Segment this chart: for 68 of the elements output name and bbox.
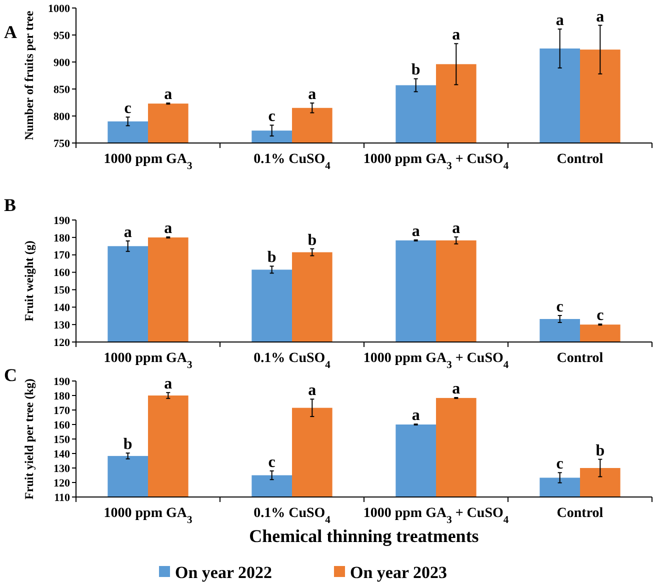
annotation: b — [411, 62, 420, 79]
annotation: a — [596, 8, 604, 26]
x-tick-label: 1000 ppm GA$_{3}$ + CuSO$_{4}$ — [363, 152, 510, 172]
annotation: c — [268, 454, 276, 471]
y-axis-title: Fruit yield per tree (kg) — [22, 378, 36, 500]
text: A — [4, 22, 17, 42]
annotation: a — [452, 220, 460, 237]
y-tick-label: 180 — [54, 390, 70, 402]
legend-label: On year 2023 — [350, 562, 447, 582]
annotation: b — [308, 232, 317, 249]
x-tick-label: 1000 ppm GA$_{3}$ — [104, 152, 192, 172]
annotation: c — [268, 108, 276, 126]
y-tick-label: 160 — [54, 419, 70, 432]
y-tick-label: 120 — [54, 477, 70, 490]
y-tick-label: 180 — [54, 232, 70, 244]
legend-label: On year 2022 — [175, 562, 272, 582]
annotation: b — [596, 442, 605, 460]
x-tick-label: 1000 ppm GA$_{3}$ — [104, 506, 192, 526]
y-tick-label: 150 — [54, 284, 70, 297]
y-tick-label: 850 — [54, 84, 70, 96]
x-tick-label: 0.1% CuSO$_{4}$ — [254, 152, 332, 172]
y-tick-label: 750 — [54, 138, 70, 150]
annotation: c — [596, 307, 604, 324]
y-tick-label: 150 — [54, 434, 70, 446]
y-tick-label: 190 — [54, 214, 70, 227]
annotation: c — [556, 298, 564, 316]
y-tick-label: 130 — [54, 319, 70, 332]
y-tick-label: 190 — [54, 376, 70, 388]
x-tick-label: 0.1% CuSO$_{4}$ — [254, 506, 332, 526]
x-tick-label: Control — [556, 506, 604, 521]
annotation: a — [308, 86, 316, 104]
x-tick-label: 1000 ppm GA$_{3}$ + CuSO$_{4}$ — [363, 506, 510, 526]
annotation: b — [267, 249, 276, 266]
y-tick-label: 130 — [54, 462, 70, 475]
annotation: a — [412, 222, 420, 240]
chart-title: B — [4, 195, 16, 215]
y-axis-title: Number of fruits per tree — [22, 10, 36, 140]
annotation: a — [124, 224, 132, 241]
annotation: a — [556, 12, 564, 30]
y-tick-label: 900 — [54, 56, 70, 69]
annotation: a — [164, 220, 172, 237]
annotation: a — [412, 407, 420, 424]
y-tick-label: 120 — [54, 336, 70, 349]
annotation: a — [164, 376, 172, 393]
y-tick-label: 110 — [54, 492, 70, 504]
chart-title: C — [4, 365, 17, 385]
y-tick-label: 170 — [54, 250, 70, 262]
x-tick-label: 0.1% CuSO$_{4}$ — [254, 351, 332, 370]
annotation: c — [124, 100, 132, 118]
annotation: b — [123, 436, 132, 454]
annotation: a — [308, 382, 316, 400]
annotation: a — [452, 26, 460, 44]
annotation: a — [452, 380, 460, 398]
x-tick-label: 1000 ppm GA$_{3}$ — [104, 351, 192, 370]
y-tick-label: 140 — [54, 448, 70, 460]
y-tick-label: 160 — [54, 267, 70, 280]
y-tick-label: 140 — [54, 302, 70, 314]
y-tick-label: 170 — [54, 404, 70, 417]
y-tick-label: 950 — [54, 30, 70, 42]
y-tick-label: 800 — [54, 110, 70, 123]
y-tick-label: 1000 — [48, 2, 70, 15]
annotation: a — [164, 86, 172, 104]
annotation: c — [556, 456, 564, 473]
x-tick-label: Control — [556, 351, 604, 366]
x-tick-label: 1000 ppm GA$_{3}$ + CuSO$_{4}$ — [363, 351, 510, 370]
y-axis-title: Fruit weight (g) — [22, 240, 36, 322]
x-axis-title: Chemical thinning treatments — [249, 526, 479, 546]
x-tick-label: Control — [556, 152, 604, 167]
